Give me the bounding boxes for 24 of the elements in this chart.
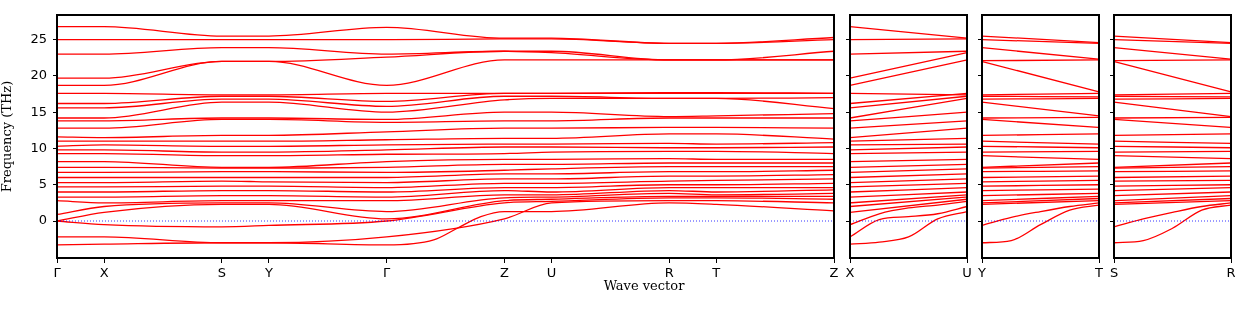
y-tick-label: 10 <box>30 139 47 155</box>
x-tick-label: Z <box>499 265 509 281</box>
x-tick-label: T <box>711 265 721 281</box>
x-tick-label: Y <box>263 265 273 281</box>
x-tick-label: Y <box>977 265 987 281</box>
y-tick-label: 5 <box>38 176 47 192</box>
x-tick-label: X <box>99 265 109 281</box>
x-axis-title: Wave vector <box>603 278 685 293</box>
y-tick-label: 20 <box>30 67 47 83</box>
x-tick-label: R <box>664 265 674 281</box>
x-tick-label: X <box>845 265 855 281</box>
y-tick-label: 15 <box>30 103 47 119</box>
x-tick-label: U <box>962 265 972 281</box>
x-tick-label: Γ <box>53 265 62 281</box>
x-tick-label: U <box>546 265 557 281</box>
y-tick-label: 25 <box>30 31 47 47</box>
x-tick-label: T <box>1094 265 1104 281</box>
y-tick-label: 0 <box>38 212 47 228</box>
x-tick-label: Z <box>829 265 839 281</box>
x-tick-label: S <box>217 265 226 281</box>
x-tick-label: R <box>1226 265 1236 281</box>
x-tick-label: S <box>1109 265 1119 281</box>
x-tick-label: Γ <box>383 265 392 281</box>
y-axis-title: Frequency (THz) <box>0 80 15 193</box>
